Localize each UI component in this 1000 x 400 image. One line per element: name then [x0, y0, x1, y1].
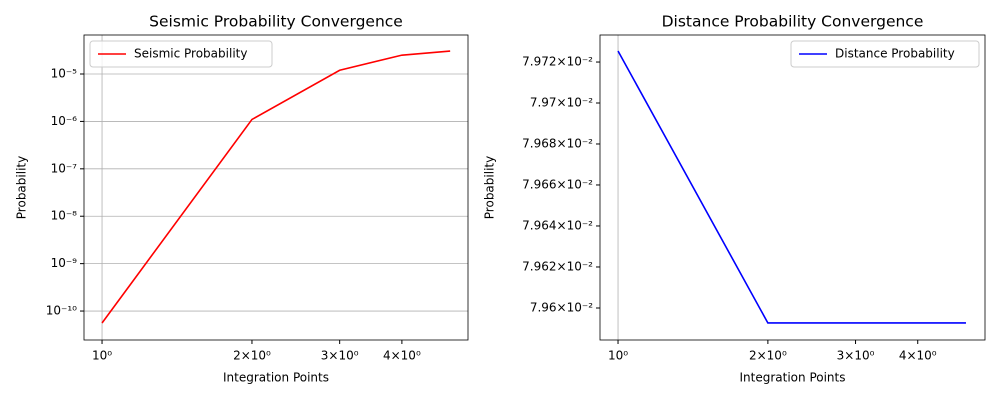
x-axis-label: Integration Points: [740, 371, 846, 385]
y-tick-label: 7.962×10⁻²: [522, 259, 593, 273]
y-tick-label: 10⁻⁵: [51, 67, 78, 81]
plot-frame: [83, 34, 469, 341]
x-tick-label: 2×10⁰: [749, 349, 787, 363]
y-tick-label: 7.96×10⁻²: [530, 300, 593, 314]
y-tick-label: 7.97×10⁻²: [530, 96, 593, 110]
y-tick-label: 7.964×10⁻²: [522, 218, 593, 232]
y-tick-label: 10⁻⁶: [51, 114, 78, 128]
y-tick-label: 10⁻⁹: [51, 256, 78, 270]
y-tick-label: 10⁻⁸: [51, 209, 78, 223]
x-axis-label: Integration Points: [223, 371, 329, 385]
series-line: [617, 50, 966, 324]
x-tick-label: 2×10⁰: [233, 349, 271, 363]
legend-box: [89, 40, 273, 68]
x-tick-label: 10⁰: [92, 349, 112, 363]
chart-panel: 10⁰ 2×10⁰ 3×10⁰ 4×10⁰ 10⁻¹⁰ 10⁻⁹ 10⁻⁸ 10⁻⁷ 10⁻⁶ 1…: [15, 13, 469, 385]
y-tick-label: 7.968×10⁻²: [522, 136, 593, 150]
legend-box: [790, 40, 980, 68]
legend-label: Distance Probability: [835, 47, 955, 61]
series-line: [101, 50, 451, 324]
x-tick-label: 3×10⁰: [837, 349, 875, 363]
x-tick-label: 4×10⁰: [383, 349, 421, 363]
chart-panel: 10⁰ 2×10⁰ 3×10⁰ 4×10⁰ 7.96×10⁻² 7.962×10⁻² 7.9…: [483, 13, 986, 385]
y-axis-label: Probability: [15, 156, 29, 219]
y-tick-label: 7.966×10⁻²: [522, 177, 593, 191]
x-tick-label: 3×10⁰: [321, 349, 359, 363]
chart-title: Distance Probability Convergence: [662, 13, 924, 31]
x-tick-label: 4×10⁰: [899, 349, 937, 363]
y-tick-label: 10⁻⁷: [51, 161, 78, 175]
plot-frame: [599, 34, 986, 341]
y-axis-label: Probability: [483, 156, 497, 219]
y-tick-label: 10⁻¹⁰: [46, 304, 77, 318]
chart-title: Seismic Probability Convergence: [149, 13, 403, 31]
y-tick-label: 7.972×10⁻²: [522, 55, 593, 69]
legend-label: Seismic Probability: [134, 47, 247, 61]
x-tick-label: 10⁰: [608, 349, 628, 363]
